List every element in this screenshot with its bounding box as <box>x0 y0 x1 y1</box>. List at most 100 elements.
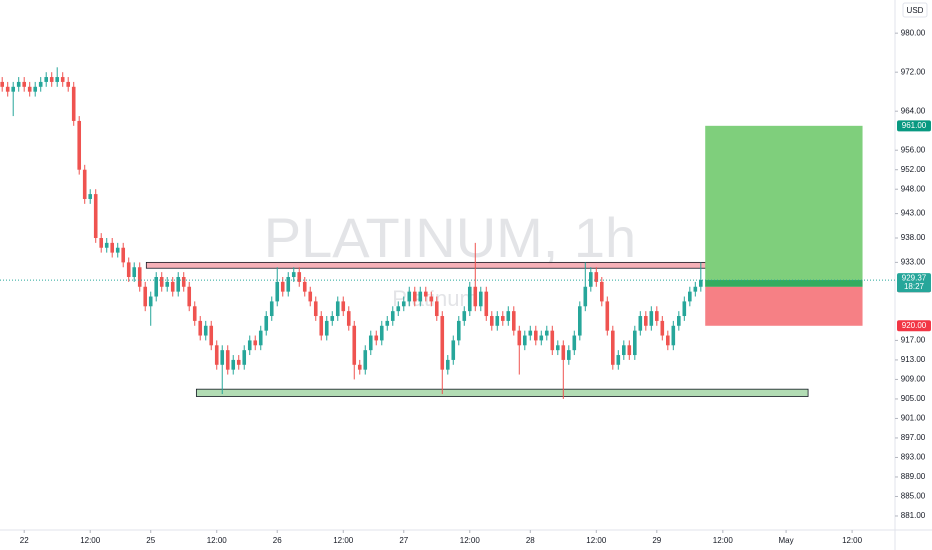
candle-body <box>269 301 274 317</box>
candle-body <box>143 286 148 307</box>
candle-body <box>440 316 445 370</box>
candle-body <box>11 86 16 92</box>
candle-body <box>66 81 71 87</box>
candle-body <box>71 86 76 121</box>
candle-body <box>77 120 82 170</box>
candle-body <box>451 340 456 360</box>
candle-body <box>214 345 219 365</box>
candle-body <box>649 311 654 326</box>
candle-body <box>633 330 637 356</box>
candle-body <box>60 77 65 82</box>
candle-body <box>522 335 527 346</box>
candle-body <box>82 169 87 199</box>
x-tick-label: May <box>779 536 794 545</box>
y-tick-label: 964.00 <box>901 106 926 115</box>
candle-body <box>126 262 131 278</box>
candle-body <box>594 272 599 282</box>
candle-body <box>247 340 252 351</box>
candle-body <box>456 320 461 341</box>
candle-body <box>666 335 670 346</box>
y-tick-label: 952.00 <box>901 165 926 174</box>
candle-body <box>16 81 21 87</box>
candle-body <box>225 350 230 370</box>
candle-body <box>396 306 401 312</box>
candle-body <box>280 281 285 292</box>
candle-body <box>88 194 93 199</box>
candle-body <box>302 281 307 292</box>
currency: USD <box>907 6 924 15</box>
candle-body <box>429 296 434 302</box>
x-tick-label: 12:00 <box>713 536 734 545</box>
y-tick-label: 917.00 <box>901 336 926 345</box>
x-tick-label: 12:00 <box>333 536 354 545</box>
x-tick-label: 12:00 <box>460 536 481 545</box>
candle-body <box>423 291 428 297</box>
candle-body <box>561 345 566 360</box>
candle-body <box>484 291 489 317</box>
x-tick-label: 12:00 <box>586 536 607 545</box>
candle-body <box>104 242 109 248</box>
candle-body <box>253 340 258 346</box>
candle-body <box>528 330 533 336</box>
price-label: 961.00 <box>902 121 927 130</box>
candle-body <box>379 325 384 341</box>
candle-body <box>385 320 390 326</box>
candle-body <box>363 350 368 370</box>
candle-body <box>176 277 181 292</box>
candle-body <box>159 277 164 287</box>
candle-body <box>264 316 269 331</box>
candle-body <box>231 359 236 370</box>
candle-body <box>346 311 351 326</box>
candle-body <box>198 320 203 336</box>
candle-body <box>203 325 208 336</box>
candle-body <box>297 272 302 282</box>
candle-body <box>236 359 241 365</box>
price-label-box <box>897 320 931 332</box>
candle-body <box>154 277 159 297</box>
candle-body <box>341 301 346 312</box>
candle-body <box>517 330 522 346</box>
x-tick-label: 12:00 <box>842 536 863 545</box>
zone <box>195 388 809 397</box>
candle-body <box>291 272 296 278</box>
position-profit <box>705 125 863 287</box>
candle-body <box>434 301 439 317</box>
last-price-box <box>897 273 931 293</box>
position-loss <box>705 286 863 326</box>
candle-body <box>44 77 49 82</box>
candle-body <box>27 86 32 92</box>
candle-body <box>412 291 417 302</box>
candle-body <box>572 335 577 351</box>
candle-body <box>49 77 54 82</box>
y-tick-label: 897.00 <box>901 433 926 442</box>
y-tick-label: 913.00 <box>901 355 926 364</box>
position-open-pnl <box>705 280 863 287</box>
candle-body <box>588 272 593 287</box>
y-tick-label: 972.00 <box>901 67 926 76</box>
candle-body <box>357 364 362 370</box>
candle-body <box>374 335 379 341</box>
candle-body <box>148 296 153 307</box>
candle-body <box>93 194 98 238</box>
candle-body <box>335 301 340 317</box>
candle-body <box>644 316 648 326</box>
x-tick-label: 26 <box>273 536 282 545</box>
y-tick-label: 909.00 <box>901 375 926 384</box>
y-tick-label: 889.00 <box>901 472 926 481</box>
y-tick-label: 933.00 <box>901 257 926 266</box>
y-tick-label: 943.00 <box>901 209 926 218</box>
candle-body <box>583 286 588 307</box>
candle-body <box>699 279 703 287</box>
countdown-label: 18:27 <box>904 282 925 291</box>
candle-body <box>0 81 5 87</box>
y-tick-label: 881.00 <box>901 511 926 520</box>
candle-body <box>308 291 313 302</box>
candle-body <box>324 320 329 336</box>
candle-body <box>544 330 549 336</box>
candle-body <box>688 291 692 302</box>
candle-body <box>655 311 659 321</box>
candle-body <box>467 286 472 312</box>
x-tick-label: 12:00 <box>207 536 228 545</box>
y-tick-label: 980.00 <box>901 28 926 37</box>
